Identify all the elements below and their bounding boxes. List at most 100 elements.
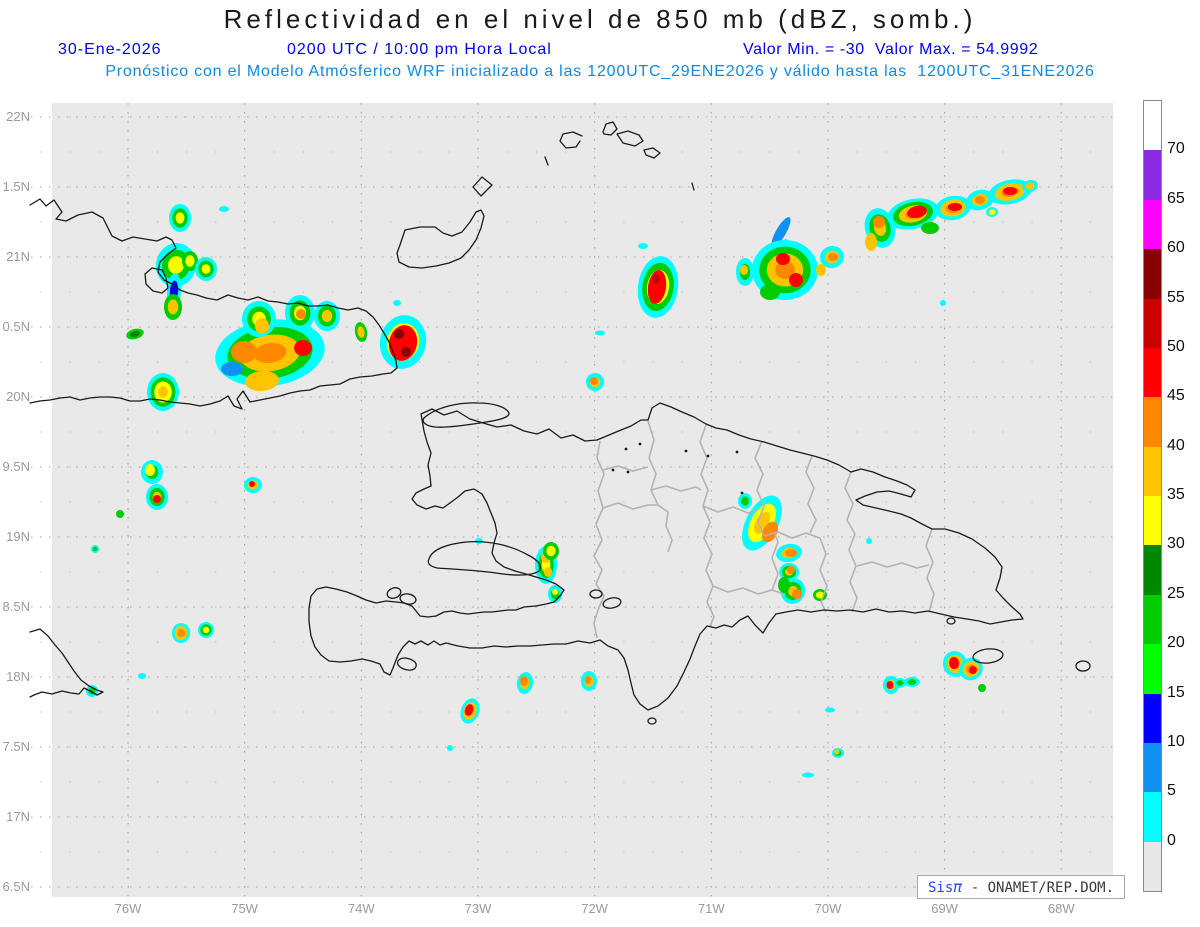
colorbar-segment <box>1144 298 1161 348</box>
mayaguana-island <box>559 131 583 149</box>
reflectivity-cell-layer <box>988 209 996 215</box>
page-title: Reflectividad en el nivel de 850 mb (dBZ… <box>223 4 977 34</box>
colorbar-segment <box>1144 397 1161 447</box>
colorbar <box>1143 100 1162 892</box>
grid-lines <box>31 103 1113 897</box>
lon-tick-label: 72W <box>581 901 608 916</box>
reflectivity-cell-layer <box>760 284 780 300</box>
lon-tick-label: 74W <box>347 901 375 916</box>
colorbar-segment <box>1144 841 1161 891</box>
reflectivity-cell-layer <box>158 386 168 398</box>
province-border <box>712 585 785 595</box>
colorbar-tick-label: 70 <box>1167 140 1185 158</box>
reflectivity-cell-layer <box>231 341 257 363</box>
map-background <box>52 103 1113 897</box>
reflectivity-cell-layer <box>92 546 98 552</box>
reflectivity-cell-layer <box>873 216 885 228</box>
province-border <box>819 537 828 613</box>
reflectivity-cell-layer <box>294 340 312 356</box>
reflectivity-cell-layer <box>394 329 404 339</box>
cuba-nipe-bay <box>144 267 169 294</box>
colorbar-tick-label: 30 <box>1167 535 1185 553</box>
lon-tick-label: 73W <box>464 901 492 916</box>
reflectivity-cell-layer <box>969 666 977 674</box>
reflectivity-cell-layer <box>978 684 986 692</box>
lon-tick-label: 68W <box>1047 901 1075 916</box>
colorbar-tick-label: 55 <box>1167 288 1185 306</box>
reflectivity-cell-layer <box>253 342 287 364</box>
reflectivity-cell-layer <box>740 265 748 275</box>
reflectivity-cell-layer <box>401 347 411 357</box>
lat-tick-label: 17N <box>6 809 30 824</box>
reflectivity-cell-layer <box>789 273 803 287</box>
province-border <box>602 465 649 472</box>
province-border <box>844 471 858 613</box>
caicos-island <box>616 130 644 147</box>
lon-tick-label: 75W <box>231 901 258 916</box>
reflectivity-cell-layer <box>940 300 946 306</box>
reflectivity-cell-layer <box>255 318 269 334</box>
border-haiti-dr <box>593 440 605 639</box>
beata-island <box>647 717 657 725</box>
province-border <box>805 455 817 534</box>
reflectivity-cell-layer <box>595 330 605 336</box>
colorbar-segment <box>1144 199 1161 250</box>
colorbar-segment <box>1144 545 1161 595</box>
reflectivity-cell-layer <box>464 704 474 716</box>
ile-a-vache-island <box>396 657 417 671</box>
reflectivity-cell-layer <box>1003 187 1017 195</box>
colorbar-tick-label: 0 <box>1167 831 1176 849</box>
colorbar-tick-label: 15 <box>1167 683 1185 701</box>
valid-date-label: 30-Ene-2026 <box>58 41 162 58</box>
reflectivity-cell-layer <box>828 253 838 261</box>
province-border <box>650 485 702 492</box>
reflectivity-cell-layer <box>907 679 917 685</box>
lon-tick-label: 69W <box>931 901 958 916</box>
little-inagua-island <box>472 176 493 197</box>
reflectivity-cell-layer <box>245 370 279 392</box>
reflectivity-cell-layer <box>949 657 959 669</box>
reflectivity-cell-layer <box>544 567 552 577</box>
colorbar-tick-label: 25 <box>1167 584 1185 602</box>
province-border <box>699 424 715 627</box>
reflectivity-cell-layer <box>802 772 814 778</box>
coastlines <box>29 121 1091 725</box>
reflectivity-cell-layer <box>520 676 528 686</box>
cuba-coastline <box>29 198 398 410</box>
reflectivity-cell-layer <box>167 299 179 315</box>
reflectivity-cell-layer <box>896 680 904 686</box>
cayemite-island <box>399 593 417 605</box>
reflectivity-cell-layer <box>585 676 591 684</box>
province-border <box>657 504 673 553</box>
province-border <box>602 502 658 510</box>
reflectivity-cell-layer <box>921 222 939 234</box>
reflectivity-cell-layer <box>145 464 155 476</box>
reflectivity-cell-layer <box>546 545 556 557</box>
reflectivity-cell-layer <box>296 309 306 319</box>
province-border <box>771 531 779 591</box>
reflectivity-cell-layer <box>219 206 229 212</box>
colorbar-tick-label: 35 <box>1167 486 1185 503</box>
sis-logo-text: Sis <box>927 880 954 896</box>
colorbar-tick-label: 5 <box>1167 782 1176 800</box>
reflectivity-cell-layer <box>776 253 790 265</box>
province-border <box>925 528 935 613</box>
reflectivity-cell-layer <box>948 203 962 211</box>
reflectivity-cell-layer <box>834 749 840 755</box>
lat-tick-label: 8.5N <box>2 599 30 614</box>
province-border <box>647 420 659 506</box>
reflectivity-cell-layer <box>787 566 795 574</box>
province-border <box>763 531 821 539</box>
colorbar-segment <box>1144 249 1161 299</box>
islet-dots <box>611 442 744 495</box>
org-name: - ONAMET/REP.DOM. <box>962 880 1115 896</box>
reflectivity-cell-layer <box>785 549 797 557</box>
reflectivity-cell-layer <box>185 255 195 267</box>
lat-tick-label: 7.5N <box>2 739 30 754</box>
colorbar-segment <box>1144 644 1161 694</box>
lat-tick-label: 19N <box>6 529 30 544</box>
reflectivity-cell-layer <box>638 243 648 249</box>
lake-saumatre <box>589 589 603 599</box>
